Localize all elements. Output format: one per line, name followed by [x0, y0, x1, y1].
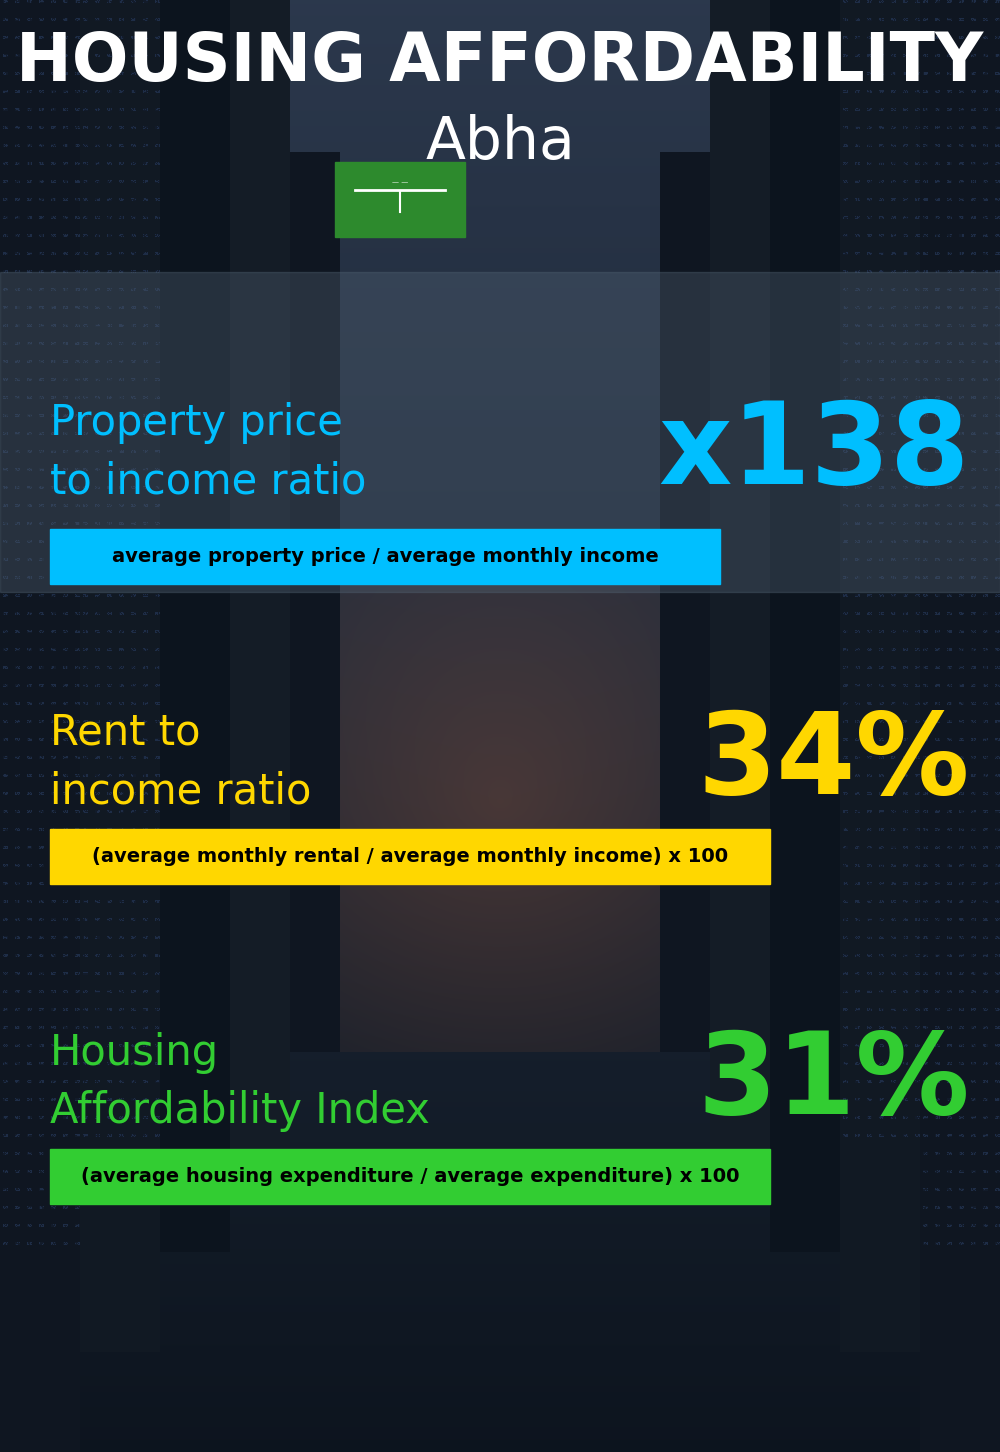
- Text: HOUSING AFFORDABILITY: HOUSING AFFORDABILITY: [16, 29, 984, 94]
- Text: Property price
to income ratio: Property price to income ratio: [50, 402, 366, 502]
- Text: 34%: 34%: [698, 707, 970, 817]
- Text: Abha: Abha: [425, 113, 575, 170]
- Text: (average housing expenditure / average expenditure) x 100: (average housing expenditure / average e…: [81, 1167, 739, 1186]
- Text: (average monthly rental / average monthly income) x 100: (average monthly rental / average monthl…: [92, 847, 728, 865]
- Bar: [0, 272, 1000, 592]
- Text: 31%: 31%: [698, 1027, 970, 1137]
- Text: — —: — —: [392, 179, 408, 184]
- Bar: [335, 163, 465, 237]
- Bar: [50, 829, 770, 884]
- Bar: [50, 529, 720, 584]
- Text: average property price / average monthly income: average property price / average monthly…: [112, 547, 658, 566]
- Bar: [50, 1149, 770, 1204]
- Text: Housing
Affordability Index: Housing Affordability Index: [50, 1032, 430, 1133]
- Text: Rent to
income ratio: Rent to income ratio: [50, 711, 311, 812]
- Text: x138: x138: [659, 396, 970, 508]
